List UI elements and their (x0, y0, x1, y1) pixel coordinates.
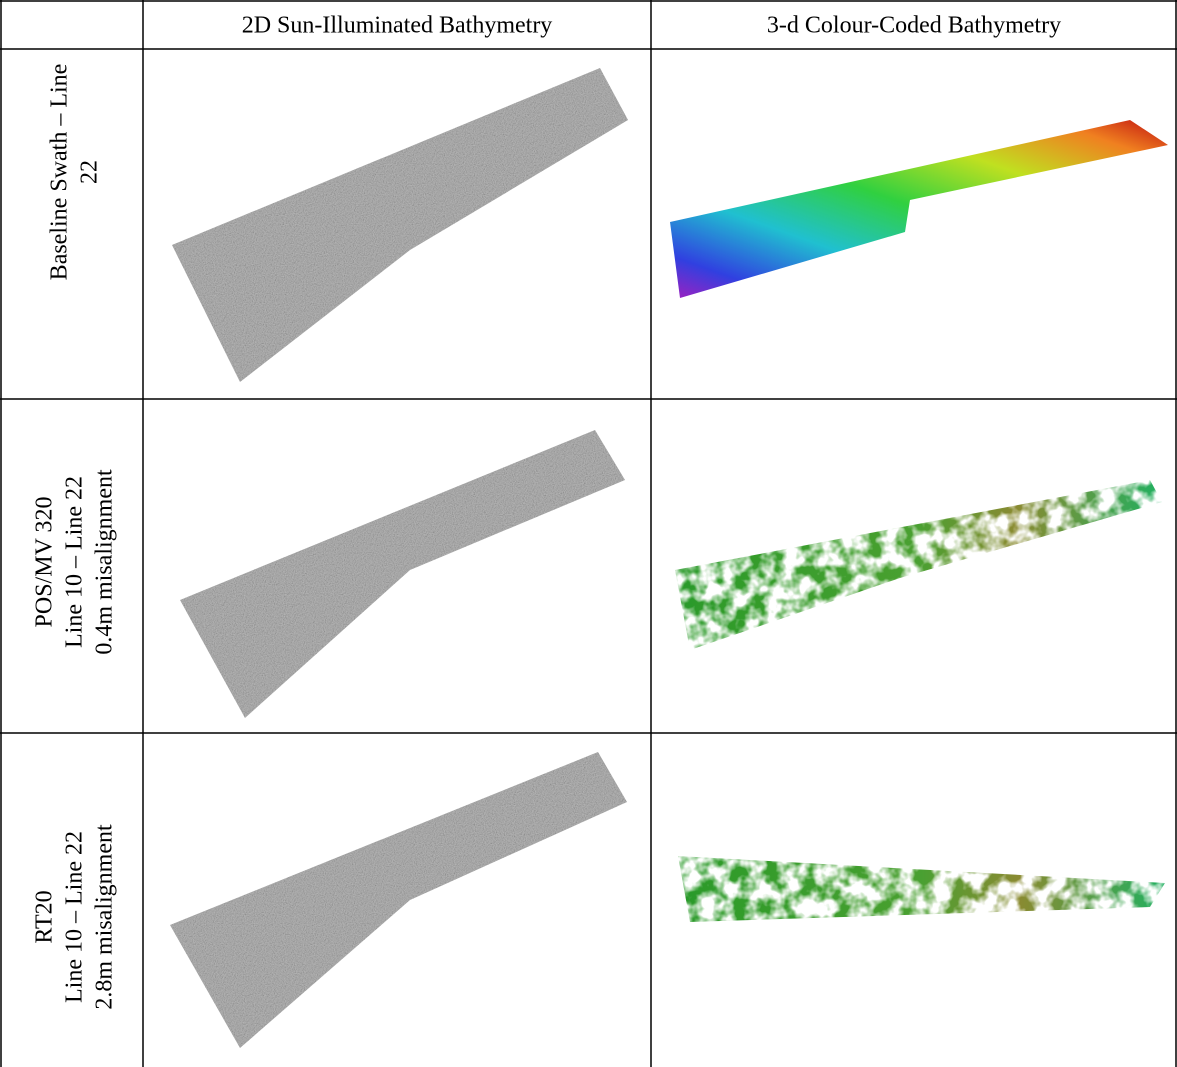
colour-coded-images (670, 120, 1168, 922)
bathymetry-image (670, 120, 1168, 298)
row-label: Line 10 – Line 22 (62, 831, 88, 1003)
row-label: POS/MV 320 (32, 497, 58, 628)
row-label: 0.4m misalignment (92, 469, 118, 655)
column-header: 2D Sun-Illuminated Bathymetry (242, 13, 553, 39)
row-label: Line 10 – Line 22 (62, 476, 88, 648)
sun-illuminated-images (170, 68, 628, 1048)
row-label: 2.8m misalignment (92, 824, 118, 1010)
bathymetry-image (678, 856, 1165, 922)
bathymetry-image (172, 68, 628, 382)
row-label: Baseline Swath – Line (47, 64, 73, 281)
row-label: 22 (77, 160, 103, 184)
row-label: RT20 (32, 890, 58, 943)
bathymetry-image (170, 752, 627, 1048)
table-page: 2D Sun-Illuminated Bathymetry 3-d Colour… (0, 0, 1177, 1067)
bathymetry-image (675, 480, 1162, 650)
column-header: 3-d Colour-Coded Bathymetry (767, 13, 1061, 39)
bathymetry-image (180, 430, 625, 718)
